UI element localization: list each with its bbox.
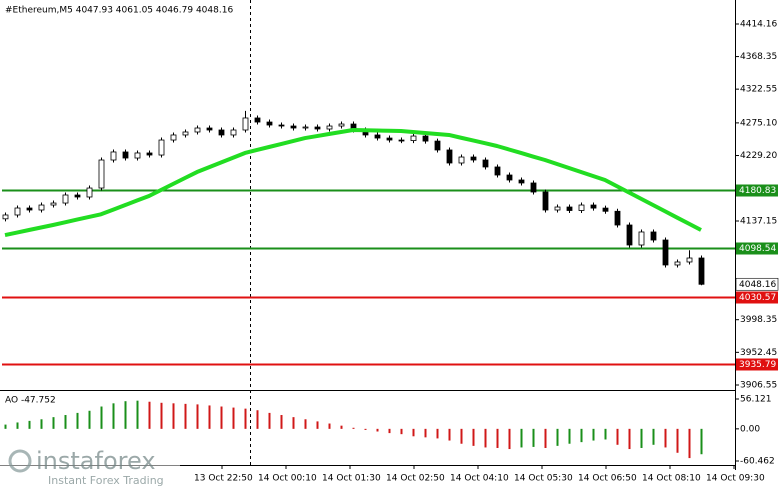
- y-tick-label: 4229.20: [740, 151, 777, 161]
- level-label-bg: [736, 291, 778, 304]
- candle-body: [266, 121, 273, 126]
- candle-body: [410, 135, 417, 141]
- candle-body: [50, 202, 57, 206]
- candle-body: [518, 179, 525, 184]
- level-label: 4180.83: [739, 186, 776, 196]
- candle-body: [38, 204, 45, 211]
- logo-brand: instaforex: [36, 447, 156, 475]
- chart-title: #Ethereum,M5 4047.93 4061.05 4046.79 404…: [5, 6, 233, 16]
- candle-body: [482, 159, 489, 168]
- y-tick-label: 56.121: [740, 395, 772, 405]
- candle-body: [218, 129, 225, 136]
- candle-body: [638, 231, 645, 246]
- candle-body: [14, 207, 21, 216]
- candle-body: [650, 231, 657, 241]
- x-tick-label: 14 Oct 06:50: [578, 474, 637, 484]
- candle-body: [326, 125, 333, 130]
- candle-body: [446, 149, 453, 164]
- candle-body: [434, 140, 441, 151]
- y-tick-label: 3998.35: [740, 315, 777, 325]
- y-tick-label: -60.462: [740, 456, 775, 466]
- candle-body: [386, 137, 393, 141]
- candle-body: [254, 117, 261, 123]
- candle-body: [74, 194, 81, 198]
- x-tick-label: 14 Oct 02:50: [386, 474, 445, 484]
- y-tick-label: 4368.35: [740, 52, 777, 62]
- candle-body: [2, 214, 9, 220]
- candle-body: [614, 210, 621, 226]
- y-tick-label: 4414.16: [740, 19, 777, 29]
- candle-body: [122, 151, 129, 159]
- candle-body: [494, 166, 501, 176]
- y-tick-label: 4322.55: [740, 85, 777, 95]
- candle-body: [26, 207, 33, 211]
- level-label: 3935.79: [739, 360, 776, 370]
- y-tick-label: 3906.55: [740, 380, 777, 390]
- candle-body: [542, 191, 549, 211]
- x-tick-label: 13 Oct 22:50: [194, 474, 253, 484]
- candle-body: [194, 127, 201, 133]
- candle-body: [578, 204, 585, 211]
- candle-body: [530, 182, 537, 193]
- candle-body: [626, 224, 633, 246]
- candle-body: [590, 204, 597, 209]
- candle-body: [242, 117, 249, 131]
- x-tick-label: 14 Oct 00:10: [258, 474, 317, 484]
- y-tick-label: 4137.15: [740, 216, 777, 226]
- candle-body: [170, 134, 177, 141]
- candle-body: [602, 207, 609, 212]
- y-tick-label: 0.00: [740, 424, 760, 434]
- candle-body: [230, 129, 237, 136]
- x-tick-label: 14 Oct 01:30: [322, 474, 381, 484]
- candle-body: [158, 139, 165, 156]
- level-label: 4098.54: [739, 244, 776, 254]
- logo-tagline: Instant Forex Trading: [48, 474, 164, 487]
- candle-body: [470, 156, 477, 161]
- candle-body: [566, 206, 573, 211]
- watermark: instaforex Instant Forex Trading: [0, 444, 180, 489]
- x-tick-label: 14 Oct 08:10: [642, 474, 701, 484]
- candle-body: [698, 257, 705, 285]
- x-tick-label: 14 Oct 05:30: [514, 474, 573, 484]
- candle-body: [422, 135, 429, 142]
- candle-body: [686, 257, 693, 263]
- candle-body: [98, 159, 105, 189]
- candle-body: [278, 124, 285, 127]
- logo-icon: [8, 449, 32, 473]
- candle-body: [146, 152, 153, 156]
- candle-body: [374, 134, 381, 139]
- current-price-bg: [735, 277, 779, 291]
- level-label-bg: [736, 358, 778, 371]
- candle-body: [458, 156, 465, 164]
- candle-body: [182, 131, 189, 136]
- current-price-label: 4048.16: [739, 280, 776, 290]
- level-label: 4030.57: [739, 293, 776, 303]
- y-tick-label: 3952.45: [740, 348, 777, 358]
- candle-body: [206, 127, 213, 131]
- candle-body: [674, 261, 681, 266]
- candle-body: [134, 152, 141, 159]
- candle-body: [302, 126, 309, 129]
- candle-body: [554, 206, 561, 211]
- candle-body: [290, 125, 297, 129]
- candle-body: [506, 174, 513, 181]
- candle-body: [338, 123, 345, 127]
- indicator-title: AO -47.752: [5, 396, 56, 406]
- candle-body: [110, 151, 117, 161]
- candle-body: [662, 239, 669, 266]
- candle-body: [86, 187, 93, 198]
- level-label-bg: [736, 184, 778, 197]
- level-label-bg: [736, 242, 778, 255]
- candle-body: [398, 139, 405, 142]
- moving-average: [4, 128, 702, 237]
- candle-body: [62, 194, 69, 204]
- x-tick-label: 14 Oct 04:10: [450, 474, 509, 484]
- candle-body: [314, 126, 321, 130]
- x-tick-label: 14 Oct 09:30: [706, 474, 765, 484]
- y-tick-label: 4275.10: [740, 118, 777, 128]
